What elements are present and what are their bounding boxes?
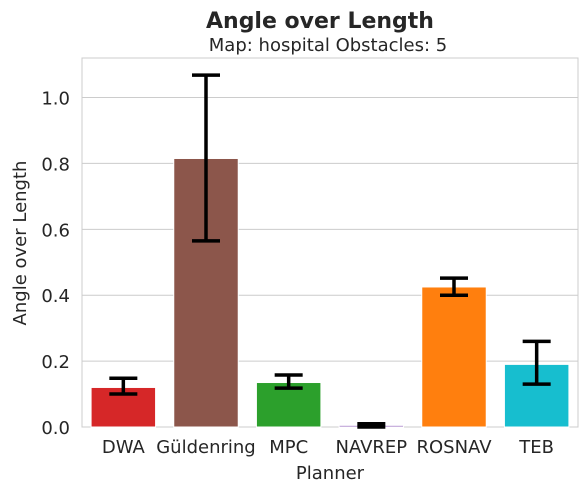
x-tick-label: NAVREP <box>335 437 407 458</box>
x-tick-label: ROSNAV <box>416 437 492 458</box>
plot-frame <box>81 57 579 428</box>
x-tick-label: DWA <box>102 437 146 458</box>
grid-lines <box>82 97 578 362</box>
chart-title: Angle over Length <box>206 9 434 34</box>
x-tick-label: Güldenring <box>156 437 256 458</box>
y-tick-label: 0.2 <box>41 352 70 373</box>
y-tick-labels: 0.0 0.2 0.4 0.6 0.8 1.0 <box>41 89 70 439</box>
chart-subtitle: Map: hospital Obstacles: 5 <box>209 35 447 56</box>
y-tick-label: 0.4 <box>41 286 70 307</box>
x-tick-label: MPC <box>269 437 308 458</box>
bars <box>90 157 570 428</box>
y-tick-label: 0.0 <box>41 418 70 439</box>
bar-rosnav <box>421 286 487 428</box>
y-tick-label: 0.6 <box>41 220 70 241</box>
y-tick-label: 0.8 <box>41 154 70 175</box>
x-axis-label: Planner <box>296 463 365 484</box>
x-tick-labels: DWA Güldenring MPC NAVREP ROSNAV TEB <box>102 437 554 458</box>
x-tick-label: TEB <box>518 437 554 458</box>
bar-güldenring <box>173 157 239 428</box>
y-axis-label: Angle over Length <box>10 161 31 326</box>
y-tick-label: 1.0 <box>41 89 70 110</box>
error-bars <box>109 73 551 429</box>
